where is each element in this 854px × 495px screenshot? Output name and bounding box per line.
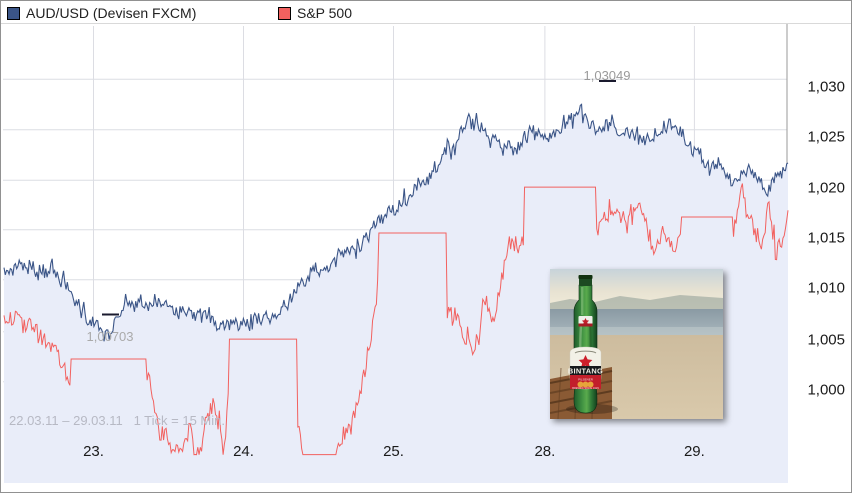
svg-text:PILSENER: PILSENER: [578, 377, 594, 381]
svg-text:BREWED SINCE 1929: BREWED SINCE 1929: [572, 386, 599, 390]
svg-text:BINTANG: BINTANG: [568, 366, 603, 375]
